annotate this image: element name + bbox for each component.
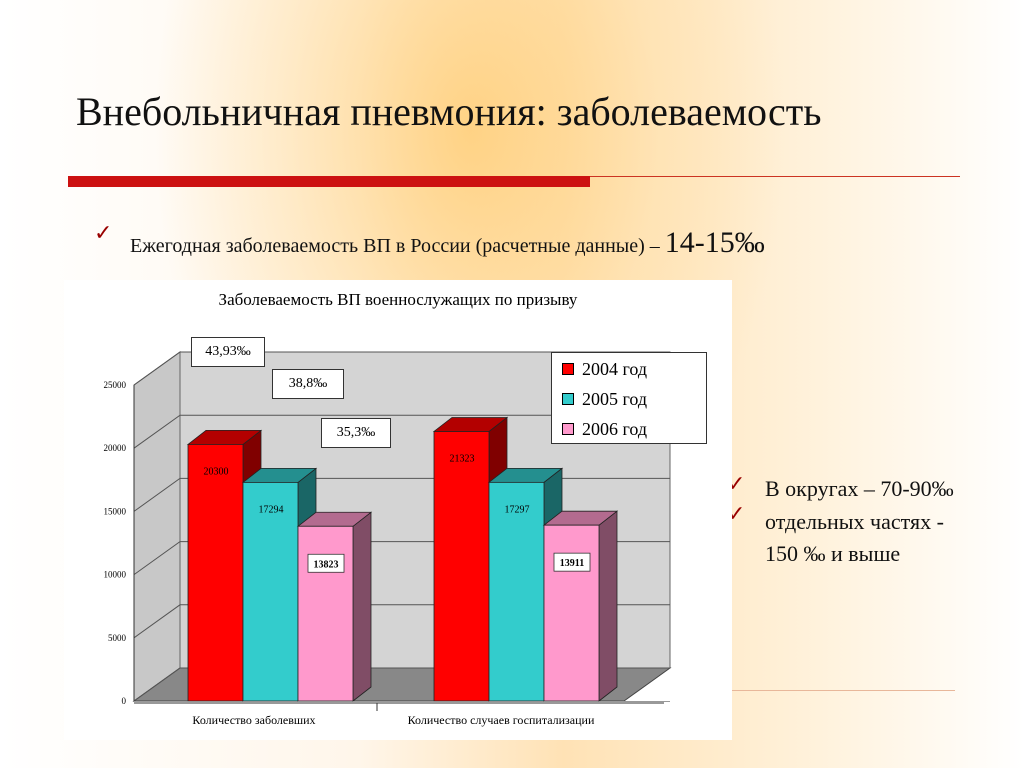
chart-legend: 2004 год 2005 год 2006 год — [551, 352, 707, 444]
data-label: 13823 — [314, 559, 339, 570]
legend-swatch-2005 — [562, 392, 574, 405]
bullet-annual-incidence: Ежегодная заболеваемость ВП в России (ра… — [130, 226, 765, 260]
legend-item-2006: 2006 год — [562, 419, 647, 440]
bar — [433, 431, 490, 702]
legend-item-2005: 2005 год — [562, 389, 647, 410]
bar — [297, 525, 354, 702]
x-axis — [134, 701, 670, 702]
title-underline-thin — [590, 176, 960, 177]
y-tick-label: 10000 — [104, 570, 127, 580]
y-tick-label: 20000 — [104, 443, 127, 453]
legend-label-2006: 2006 год — [582, 419, 648, 439]
chart-side-wall — [133, 351, 181, 702]
x-category-label: Количество случаев госпитализации — [408, 713, 595, 727]
bar-side — [352, 511, 372, 702]
data-label: 13911 — [560, 558, 584, 569]
data-label: 21323 — [450, 453, 475, 464]
bullet-annual-incidence-value: 14-15‰ — [664, 226, 765, 259]
chart-panel: Заболеваемость ВП военнослужащих по приз… — [64, 280, 732, 740]
bar — [242, 482, 299, 702]
gridline — [133, 414, 670, 449]
x-category-label: Количество заболевших — [192, 713, 315, 727]
rate-annotation-2004: 43,93‰ — [191, 337, 265, 367]
data-label: 17294 — [259, 504, 284, 515]
bullet-separate-units: отдельных частях - 150 ‰ и выше — [765, 509, 944, 566]
bullet-annual-incidence-text: Ежегодная заболеваемость ВП в России (ра… — [130, 235, 665, 257]
legend-label-2004: 2004 год — [582, 359, 648, 379]
y-tick-label: 5000 — [108, 633, 127, 643]
bar — [543, 524, 600, 702]
bottom-divider — [690, 690, 955, 691]
rate-annotation-2006: 35,3‰ — [321, 418, 391, 448]
y-tick-label: 25000 — [104, 380, 127, 390]
data-label-box — [307, 553, 345, 573]
legend-item-2004: 2004 год — [562, 359, 647, 380]
data-label: 17297 — [505, 504, 530, 515]
data-label-box — [553, 552, 591, 572]
legend-label-2005: 2005 год — [582, 389, 648, 409]
legend-swatch-2006 — [562, 422, 574, 435]
checkmark-icon: ✓ — [94, 221, 113, 246]
data-label: 20300 — [204, 466, 229, 477]
gridline — [133, 351, 670, 386]
rate-annotation-2005: 38,8‰ — [272, 369, 344, 399]
y-tick-label: 0 — [122, 696, 127, 706]
bullet-districts: В округах – 70-90‰ — [765, 476, 954, 501]
legend-swatch-2004 — [562, 362, 574, 375]
bar-side — [598, 510, 618, 702]
chart-title: Заболеваемость ВП военнослужащих по приз… — [219, 290, 578, 309]
title-underline-thick — [68, 176, 590, 187]
y-tick-label: 15000 — [104, 506, 127, 516]
bar — [187, 444, 244, 702]
page-title: Внебольничная пневмония: заболеваемость — [76, 89, 822, 134]
bar-chart: Заболеваемость ВП военнослужащих по приз… — [104, 290, 672, 727]
